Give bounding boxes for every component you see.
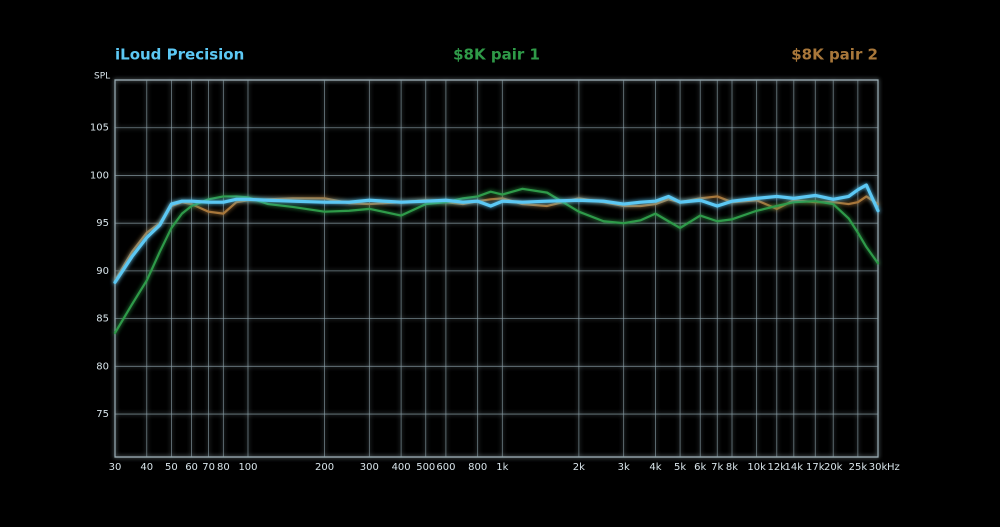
- x-tick-label: 60: [185, 462, 198, 473]
- grid: [114, 79, 879, 458]
- series-line: [113, 187, 880, 335]
- legend-label: $8K pair 2: [791, 46, 878, 64]
- y-axis-label: SPL: [94, 72, 110, 82]
- x-tick-label: 3k: [618, 462, 630, 473]
- x-tick-label: 2k: [573, 462, 585, 473]
- x-tick-label: 30: [109, 462, 122, 473]
- x-tick-label: 7k: [711, 462, 723, 473]
- x-tick-label: 50: [165, 462, 178, 473]
- y-tick-label: 95: [96, 218, 109, 229]
- legend-label: $8K pair 1: [453, 46, 540, 64]
- x-tick-label: 6k: [694, 462, 706, 473]
- x-tick-label: 800: [468, 462, 487, 473]
- x-tick-label: 10k: [747, 462, 766, 473]
- y-tick-label: 105: [90, 123, 109, 134]
- series-line: [113, 183, 880, 284]
- x-tick-label: 8k: [726, 462, 738, 473]
- x-tick-label: 12k: [768, 462, 787, 473]
- x-tick-label: 4k: [649, 462, 661, 473]
- x-tick-label: 300: [360, 462, 379, 473]
- y-tick-label: 80: [96, 361, 109, 372]
- y-tick-label: 90: [96, 266, 109, 277]
- x-tick-label: 100: [238, 462, 257, 473]
- x-tick-label: 40: [140, 462, 153, 473]
- x-tick-label: 200: [315, 462, 334, 473]
- x-tick-label: 400: [392, 462, 411, 473]
- x-tick-label: 20k: [824, 462, 843, 473]
- x-tick-label: 14k: [785, 462, 804, 473]
- x-tick-label: 80: [217, 462, 230, 473]
- x-tick-label: 25k: [849, 462, 868, 473]
- x-tick-label: 1k: [496, 462, 508, 473]
- x-tick-label: 500: [416, 462, 435, 473]
- y-tick-label: 85: [96, 314, 109, 325]
- y-tick-label: 75: [96, 409, 109, 420]
- x-tick-label: 30k: [869, 462, 888, 473]
- x-tick-label: 17k: [806, 462, 825, 473]
- y-tick-label: 100: [90, 170, 109, 181]
- x-tick-label: 600: [436, 462, 455, 473]
- x-tick-label: 70: [202, 462, 215, 473]
- legend-label: iLoud Precision: [115, 46, 244, 64]
- x-tick-label: 5k: [674, 462, 686, 473]
- x-axis-label: Hz: [887, 462, 900, 473]
